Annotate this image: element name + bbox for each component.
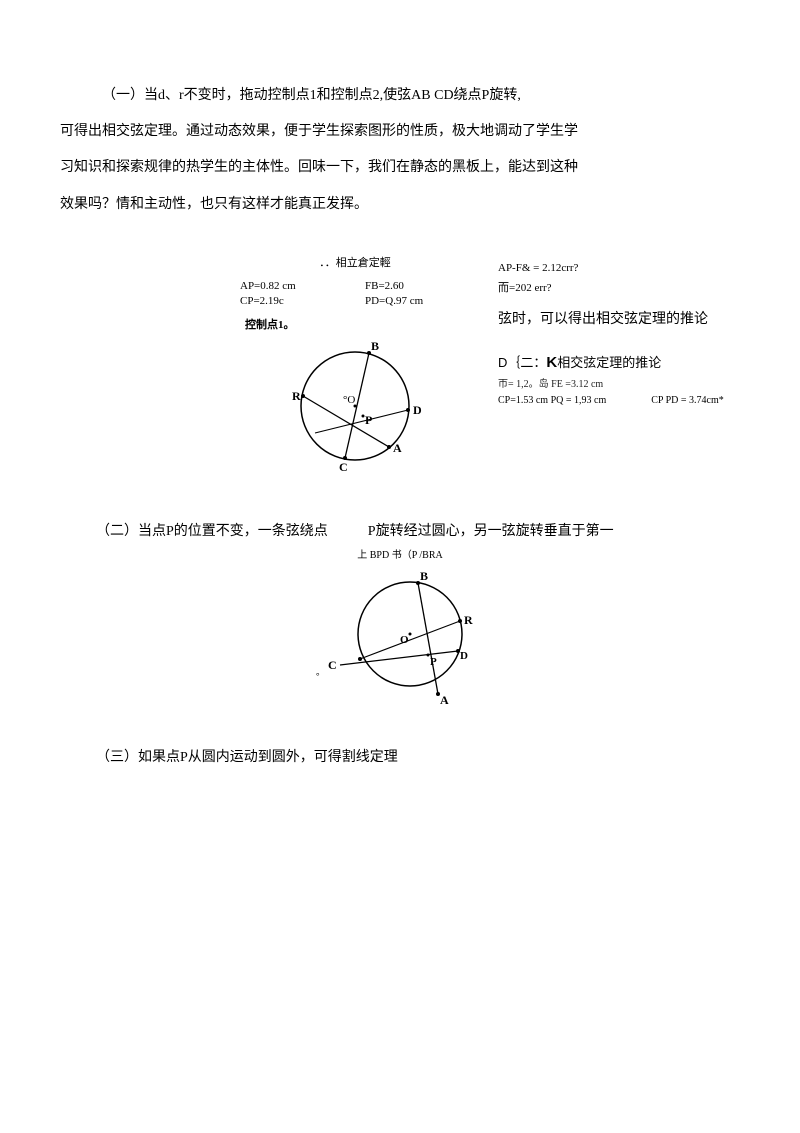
diagram1-right-line1b: 而=202 err? [498, 279, 740, 298]
diagram1-right-line5a: CP=1.53 cm PQ = 1,93 cm [498, 395, 606, 406]
paragraph-1-lead: （一）当d、r不变时，拖动控制点1和控制点2,使弦AB CD绕点P旋转, [60, 80, 740, 112]
paragraph-2: 可得出相交弦定理。通过动态效果，便于学生探索图形的性质，极大地调动了学生学 [60, 116, 740, 148]
diagram1-title: ．．相立倉定輕 [220, 251, 490, 276]
diagram1-right-line3post: 相交弦定理的推论 [557, 355, 661, 370]
diagram1-right-line4: 帀= 1,2。岛 FE =3.12 cm [498, 377, 740, 392]
lbl-C: C [339, 460, 348, 474]
lbl-B: B [371, 339, 379, 353]
lbl2-O: O [400, 634, 409, 646]
paragraph-3: 习知识和探索规律的热学生的主体性。回味一下，我们在静态的黑板上，能达到这种 [60, 152, 740, 184]
lbl2-R: R [464, 613, 473, 627]
lbl2-B: B [420, 569, 428, 583]
diagram2-svg: B R O P D A C 。 [300, 569, 500, 709]
section2-annotation: 上 BPD 书（P /BRA [60, 544, 740, 567]
lbl-D: D [413, 403, 422, 417]
diagram1-FB: FB=2.60 [365, 279, 490, 294]
diagram1-data-grid: AP=0.82 cm FB=2.60 CP=2.19c PD=Q.97 cm [220, 279, 490, 310]
diagram1-right-line1a: AP-F& = 2.12crr? [498, 259, 740, 278]
diagram1-AP: AP=0.82 cm [240, 279, 365, 294]
lbl-O: °O [343, 394, 355, 406]
diagram1-right-line3big: K [546, 354, 557, 371]
diagram1-right-chord-text: 弦时，可以得出相交弦定理的推论 [498, 300, 740, 332]
diagram1-right-line3pre: D｛二： [498, 355, 546, 370]
diagram-block-1: ．．相立倉定輕 AP=0.82 cm FB=2.60 CP=2.19c PD=Q… [60, 251, 740, 492]
diagram-block-2: B R O P D A C 。 [60, 569, 740, 722]
lbl-P: P [365, 413, 372, 427]
lbl2-A: A [440, 693, 449, 707]
lbl-R: R [292, 389, 301, 403]
lbl-A: A [393, 441, 402, 455]
diagram1-PD: PD=Q.97 cm [365, 294, 490, 309]
section2-lead-b: P旋转经过圆心，另一弦旋转垂直于第一 [368, 524, 614, 539]
lbl2-D: D [460, 650, 468, 662]
section2-lead-a: （二）当点P的位置不变，一条弦绕点 [96, 524, 328, 539]
diagram1-CP: CP=2.19c [240, 294, 365, 309]
diagram1-svg: B R °O P D A C [265, 338, 445, 478]
section2-lead: （二）当点P的位置不变，一条弦绕点 P旋转经过圆心，另一弦旋转垂直于第一 [60, 521, 740, 543]
lbl2-dot: 。 [316, 667, 325, 677]
diagram1-right-line3: D｛二：K相交弦定理的推论 [498, 332, 740, 376]
diagram1-right-line5: CP=1.53 cm PQ = 1,93 cm CP PD = 3.74cm* [498, 392, 740, 409]
lbl2-P: P [430, 656, 437, 668]
diagram1-right-line5b: CP PD = 3.74cm* [651, 395, 724, 406]
section3-text: （三）如果点P从圆内运动到圆外，可得割线定理 [60, 742, 740, 774]
paragraph-4: 效果吗？情和主动性，也只有这样才能真正发挥。 [60, 189, 740, 221]
diagram1-control-label: 控制点1。 [220, 313, 490, 338]
lbl2-C: C [328, 658, 337, 672]
